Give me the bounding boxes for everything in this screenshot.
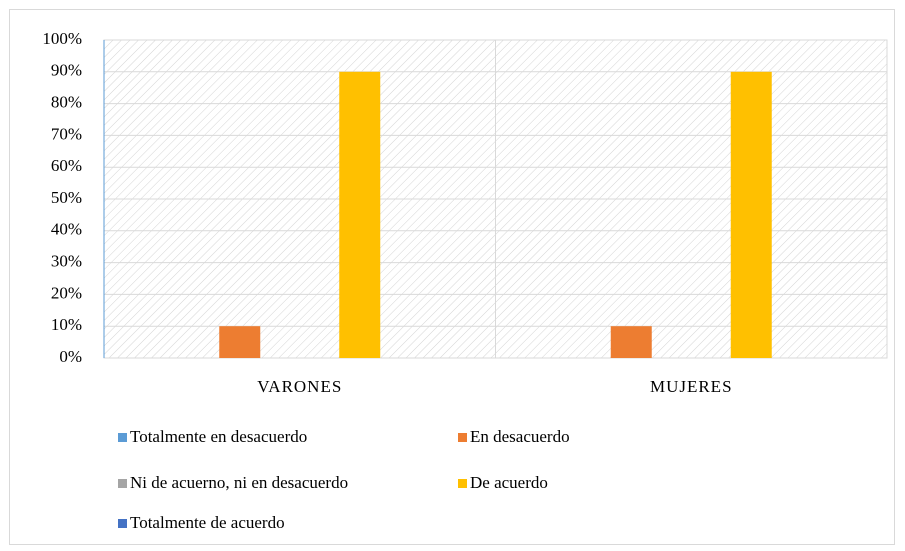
y-tick-label: 80% [51, 93, 82, 112]
legend-swatch [118, 479, 127, 488]
y-tick-label: 50% [51, 188, 82, 207]
y-tick-label: 70% [51, 124, 82, 143]
legend-label: De acuerdo [470, 473, 548, 492]
y-tick-label: 100% [42, 29, 82, 48]
legend-label: En desacuerdo [470, 427, 570, 446]
bar [730, 71, 772, 359]
legend-swatch [458, 479, 467, 488]
y-tick-label: 10% [51, 315, 82, 334]
legend-label: Totalmente en desacuerdo [130, 427, 307, 446]
bar [610, 326, 652, 358]
legend-swatch [118, 433, 127, 442]
y-tick-label: 90% [51, 61, 82, 80]
x-tick-label: VARONES [257, 377, 342, 396]
y-tick-label: 20% [51, 283, 82, 302]
legend-label: Totalmente de acuerdo [130, 513, 285, 532]
x-tick-label: MUJERES [650, 377, 733, 396]
y-tick-label: 40% [51, 220, 82, 239]
bar [219, 326, 261, 358]
y-tick-label: 60% [51, 156, 82, 175]
y-tick-label: 30% [51, 252, 82, 271]
y-tick-label: 0% [59, 347, 82, 366]
legend-swatch [458, 433, 467, 442]
bar [339, 71, 381, 359]
legend-label: Ni de acuerno, ni en desacuerdo [130, 473, 348, 492]
legend-swatch [118, 519, 127, 528]
